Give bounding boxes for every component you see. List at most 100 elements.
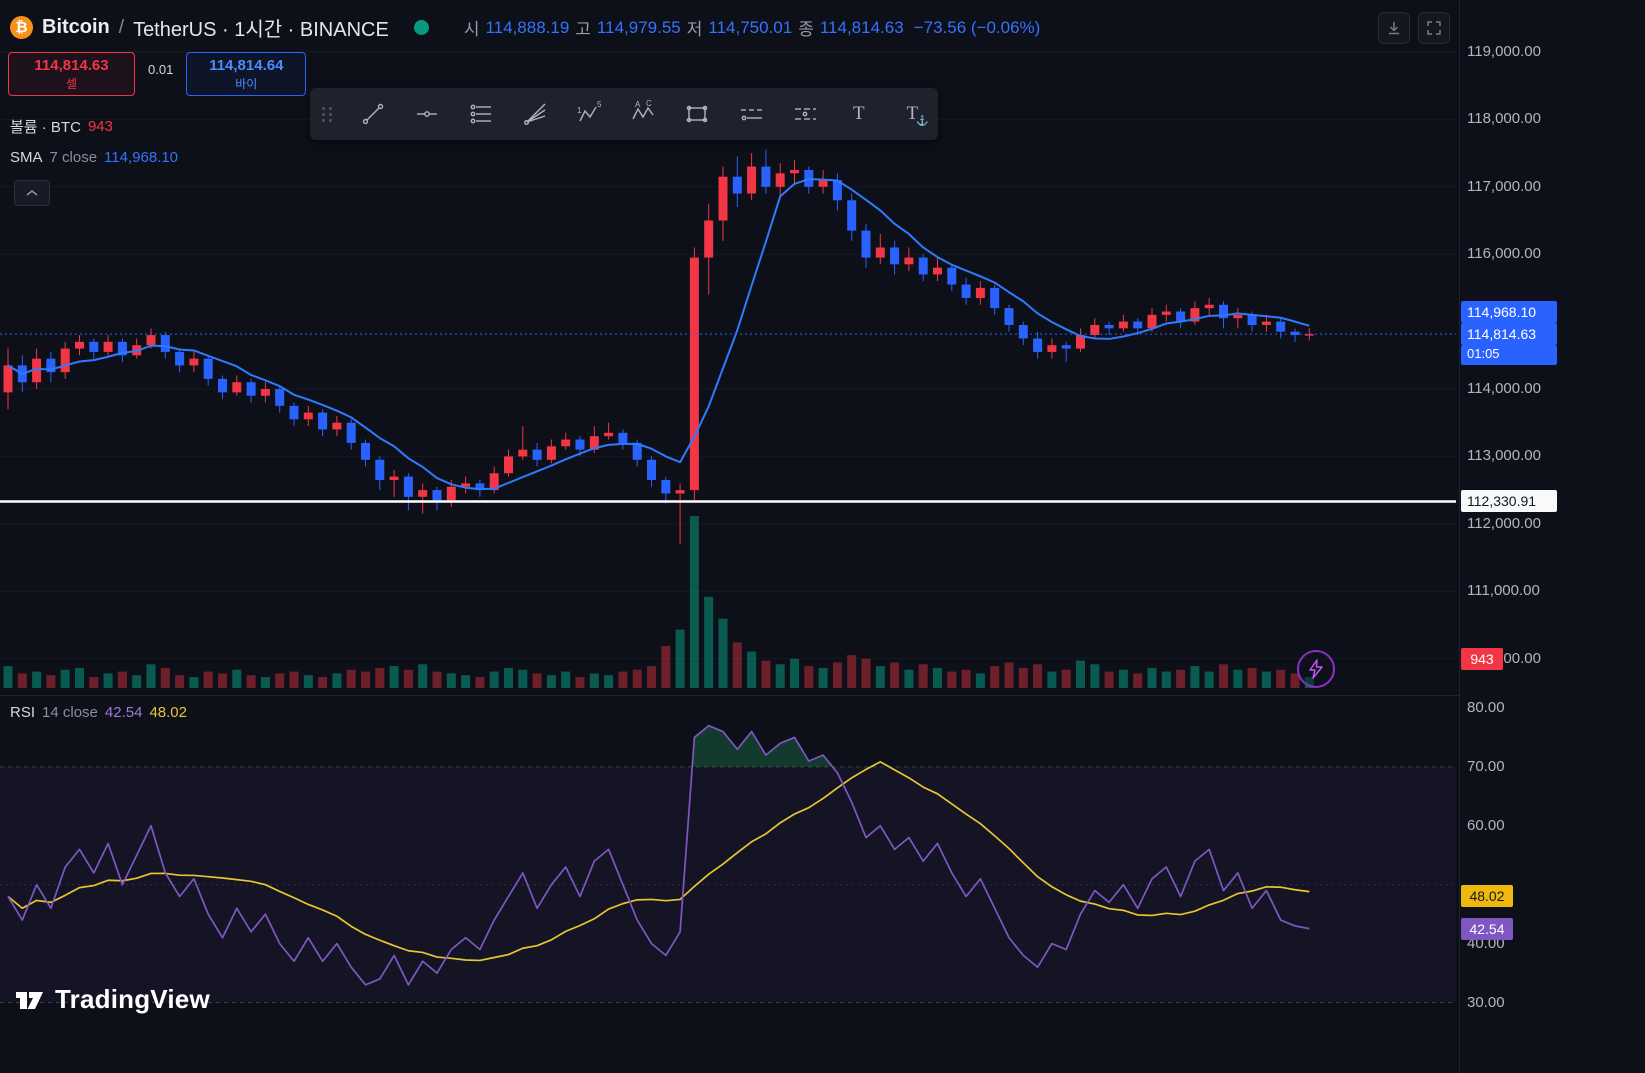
- low-label: 저: [686, 20, 703, 39]
- price-tick: 117,000.00: [1467, 177, 1541, 195]
- fan-lines-tool[interactable]: [521, 100, 549, 128]
- svg-text:1: 1: [577, 106, 582, 115]
- buy-label: 바이: [235, 76, 258, 91]
- sma-price-badge: 114,968.10: [1461, 301, 1557, 324]
- price-tick: 111,000.00: [1467, 582, 1540, 600]
- price-tick: 118,000.00: [1467, 110, 1541, 128]
- trade-panel: 114,814.63 셀 0.01 114,814.64 바이: [8, 52, 307, 96]
- long-position-tool[interactable]: [737, 100, 765, 128]
- sell-label: 셀: [65, 76, 78, 91]
- elliott-wave-tool[interactable]: 1 5: [575, 100, 603, 128]
- volume-legend-value: 943: [87, 118, 113, 135]
- price-tick: 113,000.00: [1467, 447, 1541, 465]
- sma-legend-params: 7 close: [49, 149, 98, 166]
- close-value: 114,814.63: [819, 17, 904, 37]
- sell-price: 114,814.63: [34, 56, 109, 74]
- price-chart[interactable]: [0, 0, 1460, 1073]
- toolbar-drag-handle-icon[interactable]: [322, 106, 333, 122]
- hline-price-badge: 112,330.91: [1461, 490, 1557, 513]
- high-value: 114,979.55: [596, 17, 681, 37]
- rsi-ma-legend-value: 48.02: [149, 704, 187, 721]
- rsi-tick: 80.00: [1467, 699, 1505, 716]
- rsi-legend-params: 14 close: [42, 704, 98, 721]
- rsi-tick: 60.00: [1467, 816, 1505, 834]
- rectangle-tool[interactable]: [683, 100, 711, 128]
- grid-lines: [0, 51, 1456, 660]
- anchor-icon: ⚓: [916, 115, 929, 127]
- market-status-icon[interactable]: [413, 20, 429, 35]
- price-scale[interactable]: 119,000.00 118,000.00 117,000.00 116,000.00…: [1459, 0, 1645, 1073]
- sma-legend-value: 114,968.10: [104, 149, 179, 166]
- fullscreen-button[interactable]: [1418, 12, 1450, 44]
- horizontal-line-tool[interactable]: [413, 100, 441, 128]
- download-icon: [1389, 22, 1399, 35]
- chart-header: ₿ Bitcoin / TetherUS · 1시간 · BINANCE 시 1…: [10, 13, 1040, 42]
- open-label: 시: [463, 20, 480, 39]
- spread-value: 0.01: [148, 62, 174, 77]
- buy-price: 114,814.64: [209, 56, 284, 74]
- volume-badge: 943: [1461, 647, 1503, 670]
- fan-lines-icon: [524, 103, 546, 126]
- rsi-series: [7, 724, 1310, 986]
- rsi-legend[interactable]: RSI 14 close 42.54 48.02: [10, 704, 187, 721]
- projection-tool[interactable]: [791, 100, 819, 128]
- anchored-text-tool[interactable]: T ⚓: [899, 100, 929, 128]
- volume-legend-title: 볼륨 · BTC: [10, 119, 81, 136]
- text-tool[interactable]: T: [845, 100, 873, 128]
- chevron-up-icon: [26, 190, 38, 196]
- horizontal-rays-tool[interactable]: [467, 100, 495, 128]
- fullscreen-icon: [1427, 21, 1441, 35]
- lightning-icon: [1309, 659, 1323, 679]
- svg-text:C: C: [646, 100, 652, 108]
- sma-legend[interactable]: SMA 7 close 114,968.10: [10, 149, 178, 166]
- drawing-toolbar: 1 5 A C: [310, 88, 938, 140]
- buy-button[interactable]: 114,814.64 바이: [186, 52, 307, 96]
- change-value: −73.56 (−0.06%): [913, 17, 1041, 37]
- close-label: 종: [798, 20, 814, 39]
- symbol-detail[interactable]: TetherUS · 1시간 · BINANCE: [133, 19, 389, 41]
- tradingview-logo-text: TradingView: [55, 983, 210, 1014]
- price-tick: 116,000.00: [1467, 245, 1541, 263]
- last-time-badge: 01:05: [1461, 345, 1557, 366]
- xabcd-pattern-tool[interactable]: A C: [629, 100, 657, 128]
- sell-button[interactable]: 114,814.63 셀: [8, 52, 135, 96]
- rsi-legend-title: RSI: [10, 704, 36, 721]
- symbol-name[interactable]: Bitcoin: [42, 16, 110, 38]
- collapse-legend-button[interactable]: [14, 180, 50, 206]
- rsi-legend-value: 42.54: [104, 704, 143, 721]
- rsi-value-badge: 42.54: [1461, 917, 1513, 940]
- horizontal-rays-icon: [470, 104, 491, 124]
- open-value: 114,888.19: [485, 17, 570, 37]
- xabcd-pattern-icon: A C: [632, 100, 654, 120]
- tradingview-logo[interactable]: TradingView: [12, 982, 210, 1016]
- symbol-slash: /: [118, 16, 125, 38]
- price-lines: [0, 333, 1456, 503]
- low-value: 114,750.01: [708, 17, 793, 37]
- rsi-tick: 70.00: [1467, 757, 1505, 775]
- boost-button[interactable]: [1297, 650, 1335, 688]
- save-chart-button[interactable]: [1378, 12, 1410, 44]
- trend-line-tool[interactable]: [359, 100, 387, 128]
- svg-text:5: 5: [597, 100, 602, 109]
- rsi-ma-badge: 48.02: [1461, 885, 1513, 908]
- projection-icon: [795, 108, 816, 120]
- tradingview-logo-icon: [16, 992, 43, 1009]
- bitcoin-icon: ₿: [10, 16, 33, 39]
- svg-text:A: A: [635, 100, 641, 109]
- volume-series: [3, 516, 1314, 688]
- text-tool-icon: T: [852, 103, 865, 124]
- horizontal-line-icon: [417, 111, 437, 117]
- anchored-text-tool-icon: T: [906, 103, 919, 124]
- volume-legend[interactable]: 볼륨 · BTC 943: [10, 116, 113, 137]
- price-tick: 114,000.00: [1467, 380, 1541, 397]
- pane-separator[interactable]: [0, 695, 1645, 696]
- elliott-wave-icon: 1 5: [577, 100, 602, 122]
- last-price-badge: 114,814.63: [1461, 323, 1557, 346]
- price-tick: 119,000.00: [1467, 43, 1541, 60]
- sma-line: [7, 178, 1310, 491]
- rsi-tick: 30.00: [1467, 993, 1505, 1011]
- rectangle-icon: [686, 105, 708, 123]
- long-position-icon: [741, 109, 762, 121]
- candlestick-series: [3, 149, 1314, 545]
